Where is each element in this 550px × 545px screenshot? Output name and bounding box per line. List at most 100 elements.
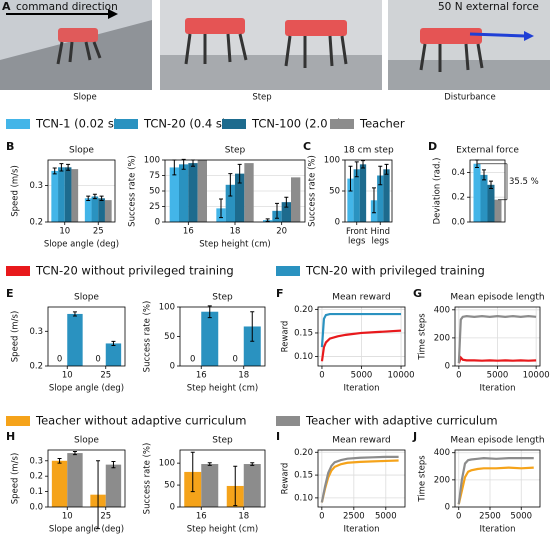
bar — [58, 167, 65, 222]
x-tick-label: 18 — [238, 512, 249, 522]
axes-frame — [179, 449, 266, 508]
chart-title: External force — [456, 146, 519, 156]
y-axis-label: Success rate (%) — [308, 155, 318, 227]
axes-frame — [454, 306, 541, 367]
error-bar — [233, 465, 238, 507]
panel-label: C — [303, 140, 311, 153]
bar — [105, 343, 122, 366]
chart-title: 18 cm step — [343, 146, 394, 156]
error-bar — [181, 158, 186, 170]
x-axis-label: Iteration — [343, 384, 379, 394]
y-tick-label: 0.2 — [29, 472, 43, 482]
caption: Step — [252, 93, 271, 103]
axes-frame — [317, 306, 406, 367]
legend-label: Teacher with adaptive curriculum — [305, 414, 498, 428]
y-tick-label: 0 — [445, 503, 450, 513]
legend-swatch — [6, 416, 30, 426]
x-axis-label: Step height (cm) — [187, 525, 258, 535]
legend-label: TCN-20 without privileged training — [35, 264, 234, 278]
error-bar — [284, 196, 289, 208]
bar — [291, 177, 301, 222]
error-bar — [111, 340, 116, 347]
error-bar — [207, 305, 212, 319]
error-bar — [378, 165, 383, 186]
x-tick-label: 5000 — [510, 512, 532, 522]
error-bar — [190, 451, 195, 493]
x-axis-label: Slope angle (deg) — [49, 384, 124, 394]
robot — [185, 18, 245, 34]
panel-label: A — [2, 0, 11, 13]
error-bar — [265, 218, 270, 222]
error-bar — [86, 195, 91, 201]
x-tick-label: 10 — [62, 371, 73, 381]
line — [457, 355, 537, 364]
x-tick-label: 10000 — [523, 371, 550, 381]
bar — [225, 184, 235, 222]
y-tick-label: 0.2 — [29, 362, 43, 372]
y-tick-label: 100 — [159, 459, 175, 469]
error-bar — [228, 173, 233, 197]
y-tick-label: 0 — [170, 362, 175, 372]
bar — [84, 198, 92, 222]
y-tick-label: 0.3 — [29, 327, 43, 337]
line — [320, 329, 402, 362]
legend-swatch — [330, 119, 354, 129]
error-bar — [59, 163, 64, 172]
error-bar — [250, 462, 255, 466]
bar — [480, 174, 488, 222]
chart-title: Mean episode length — [450, 293, 544, 303]
axes-frame — [454, 449, 541, 508]
error-bar — [219, 198, 223, 219]
line — [457, 315, 537, 364]
y-axis-label: Speed (m/s) — [11, 165, 21, 217]
x-tick-label: 10000 — [388, 371, 415, 381]
panel-label: J — [412, 430, 417, 443]
annotation: 50 N external force — [438, 1, 539, 13]
bar — [105, 464, 122, 507]
force-arrow — [469, 32, 526, 38]
error-bar — [72, 311, 77, 317]
line — [457, 457, 534, 505]
x-axis-label: Step height (cm) — [187, 384, 258, 394]
error-bar — [371, 187, 376, 214]
legend-swatch — [222, 119, 246, 129]
legend-swatch — [276, 416, 300, 426]
error-bar — [354, 161, 359, 178]
error-bar — [111, 461, 116, 469]
bar — [281, 202, 291, 222]
value-label: 0 — [95, 355, 100, 365]
panel-label: F — [276, 287, 284, 300]
line — [457, 466, 534, 505]
panel-label: E — [6, 287, 14, 300]
x-tick-label: 18 — [230, 227, 241, 237]
y-axis-label: Deviation (rad.) — [433, 158, 443, 225]
y-tick-label: 50 — [164, 481, 175, 491]
y-axis-label: Success rate (%) — [143, 443, 153, 515]
axes-frame — [317, 449, 406, 508]
panel-label: H — [6, 430, 15, 443]
robot — [285, 20, 347, 36]
bar — [347, 178, 354, 222]
y-tick-label: 0.10 — [294, 493, 313, 503]
error-bar — [66, 163, 71, 171]
axes-frame — [344, 159, 393, 223]
chart-title: Step — [212, 293, 233, 303]
robot — [420, 28, 482, 44]
bar — [104, 200, 112, 222]
y-tick-label: 0 — [445, 362, 450, 372]
y-tick-label: 0.2 — [451, 193, 465, 203]
y-tick-label: 0.3 — [29, 181, 43, 191]
value-label: 0 — [57, 355, 62, 365]
x-tick-label: 25 — [100, 512, 111, 522]
legend-label: Teacher — [359, 117, 405, 131]
error-bar — [250, 311, 255, 342]
error-bar — [482, 169, 486, 181]
bar — [98, 198, 105, 222]
x-tick-label: 10 — [62, 512, 73, 522]
legend-label: TCN-20 (0.4 s) — [143, 117, 226, 131]
bar — [243, 464, 261, 507]
y-tick-label: 50 — [164, 332, 175, 342]
bar — [51, 460, 68, 507]
bar — [188, 163, 198, 222]
